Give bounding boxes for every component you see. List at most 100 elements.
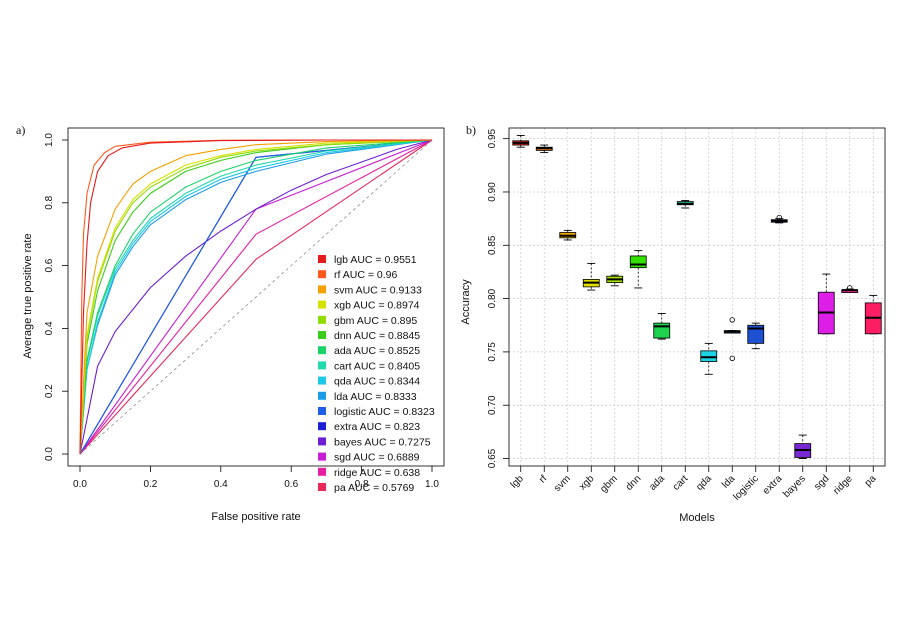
box-ada bbox=[653, 313, 671, 340]
legend-swatch-dnn bbox=[318, 331, 326, 339]
boxplot-x-tick-label-ada: ada bbox=[647, 473, 667, 493]
box-dnn bbox=[629, 250, 647, 289]
roc-y-tick-label: 0.6 bbox=[44, 258, 55, 272]
roc-curve-qda bbox=[79, 139, 433, 455]
legend-swatch-sgd bbox=[318, 452, 326, 461]
roc-x-tick-label: 0.2 bbox=[143, 479, 157, 490]
box-outlier-point bbox=[847, 285, 853, 291]
legend-label-logistic: logistic AUC = 0.8323 bbox=[334, 406, 435, 418]
boxplot-x-tick-label-bayes: bayes bbox=[781, 473, 808, 500]
roc-y-tick-label: 0.2 bbox=[44, 384, 55, 398]
box-outlier-point bbox=[729, 317, 735, 323]
roc-x-axis-title: False positive rate bbox=[211, 511, 300, 523]
roc-x-tick-label: 0.0 bbox=[73, 479, 87, 490]
boxplot-y-axis-title: Accuracy bbox=[460, 279, 472, 325]
boxplot-x-tick-label-dnn: dnn bbox=[624, 473, 644, 493]
roc-x-tick-label: 0.8 bbox=[355, 479, 369, 490]
legend-label-lda: lda AUC = 0.8333 bbox=[334, 391, 417, 403]
boxplot-x-tick-label-qda: qda bbox=[694, 473, 714, 493]
box-extra bbox=[770, 214, 788, 224]
box-pa bbox=[864, 294, 882, 335]
boxplot-x-tick-label-pa: pa bbox=[863, 473, 879, 489]
roc-curve-ridge bbox=[79, 139, 433, 455]
box-logistic bbox=[747, 322, 765, 350]
boxplot-x-tick-label-ridge: ridge bbox=[831, 473, 855, 497]
roc-legend: lgb AUC = 0.9551 rf AUC = 0.96 svm AUC = 0… bbox=[318, 254, 435, 494]
legend-label-dnn: dnn AUC = 0.8845 bbox=[334, 330, 420, 342]
roc-curve-cart bbox=[79, 139, 433, 455]
box-lda bbox=[723, 317, 741, 362]
legend-label-lgb: lgb AUC = 0.9551 bbox=[334, 254, 417, 266]
box-cart bbox=[676, 200, 694, 209]
boxplot-x-tick-label-gbm: gbm bbox=[598, 473, 620, 495]
boxplot-x-tick-label-logistic: logistic bbox=[731, 473, 760, 502]
panel-a-label: a) bbox=[16, 123, 25, 137]
chance-diagonal-line bbox=[79, 139, 433, 455]
boxplot-x-tick-label-rf: rf bbox=[537, 473, 549, 485]
legend-label-ridge: ridge AUC = 0.638 bbox=[334, 467, 420, 479]
accuracy-boxplot-panel: b) 0.65 0.70 0.75 0.80 0.85 0.90 0.95 lgb rf svm x… bbox=[460, 123, 886, 524]
legend-label-xgb: xgb AUC = 0.8974 bbox=[334, 300, 420, 312]
roc-y-tick-label: 0.4 bbox=[44, 321, 55, 335]
box-sgd bbox=[817, 273, 835, 335]
roc-curve-svm bbox=[79, 139, 433, 455]
legend-swatch-rf bbox=[318, 270, 326, 279]
legend-swatch-svm bbox=[318, 285, 326, 294]
legend-swatch-ridge bbox=[318, 467, 326, 476]
box-lgb bbox=[512, 135, 530, 148]
legend-label-svm: svm AUC = 0.9133 bbox=[334, 284, 422, 296]
roc-curve-ada bbox=[79, 139, 433, 455]
boxplot-x-tick-label-svm: svm bbox=[552, 473, 573, 494]
legend-swatch-xgb bbox=[318, 300, 326, 309]
boxplot-y-tick-label: 0.80 bbox=[487, 288, 498, 308]
legend-label-qda: qda AUC = 0.8344 bbox=[334, 376, 420, 388]
boxplot-x-tick-label-xgb: xgb bbox=[577, 473, 596, 492]
roc-x-tick-label: 0.4 bbox=[214, 479, 228, 490]
legend-swatch-cart bbox=[318, 361, 326, 370]
boxplot-frame bbox=[508, 127, 886, 467]
box-outlier-point bbox=[776, 214, 782, 221]
boxplot-x-tick-label-sgd: sgd bbox=[812, 473, 831, 492]
box-iqr-rect bbox=[629, 255, 647, 269]
box-outlier-point bbox=[729, 355, 735, 362]
legend-swatch-pa bbox=[318, 483, 326, 491]
roc-x-tick-label: 0.6 bbox=[284, 479, 298, 490]
roc-panel: a) 0.0 0.2 0.4 0.6 0.8 1.00.00.20.40.60.81.0 … bbox=[16, 123, 445, 523]
roc-y-tick-label: 1.0 bbox=[44, 133, 55, 147]
roc-plot-frame bbox=[67, 127, 445, 467]
legend-swatch-qda bbox=[318, 376, 326, 385]
legend-label-ada: ada AUC = 0.8525 bbox=[334, 345, 420, 357]
boxplot-x-tick-label-lda: lda bbox=[720, 473, 738, 491]
roc-y-axis-title: Average true positive rate bbox=[22, 233, 34, 358]
legend-swatch-lda bbox=[318, 391, 326, 400]
roc-curve-xgb bbox=[79, 139, 433, 455]
boxplot-plot-area: 0.65 0.70 0.75 0.80 0.85 0.90 0.95 lgb rf svm xgb g… bbox=[487, 127, 886, 503]
box-ridge bbox=[841, 285, 859, 293]
legend-label-pa: pa AUC = 0.5769 bbox=[334, 482, 414, 494]
roc-curve-dnn bbox=[79, 139, 433, 455]
roc-curve-bayes bbox=[79, 139, 433, 455]
boxplot-x-axis-title: Models bbox=[679, 512, 715, 524]
roc-y-tick-label: 0.8 bbox=[44, 195, 55, 209]
legend-label-cart: cart AUC = 0.8405 bbox=[334, 360, 420, 372]
roc-x-tick-label: 1.0 bbox=[425, 479, 439, 490]
legend-swatch-logistic bbox=[318, 407, 326, 415]
boxplot-y-tick-label: 0.90 bbox=[487, 182, 498, 202]
roc-plot-area: 0.0 0.2 0.4 0.6 0.8 1.0 0.0 0.2 0.4 0.6 0.8 1.0 bbox=[44, 127, 445, 490]
box-bayes bbox=[794, 434, 812, 459]
legend-label-sgd: sgd AUC = 0.6889 bbox=[334, 452, 420, 464]
box-rf bbox=[535, 144, 553, 153]
boxplot-y-tick-label: 0.95 bbox=[487, 128, 498, 148]
legend-label-rf: rf AUC = 0.96 bbox=[334, 269, 397, 281]
roc-curve-gbm bbox=[79, 139, 433, 455]
box-iqr-rect bbox=[700, 350, 718, 362]
box-gbm bbox=[606, 274, 624, 287]
boxplot-y-tick-label: 0.85 bbox=[487, 235, 498, 255]
legend-swatch-gbm bbox=[318, 315, 326, 324]
legend-swatch-extra bbox=[318, 422, 326, 431]
legend-swatch-lgb bbox=[318, 255, 326, 263]
legend-swatch-ada bbox=[318, 346, 326, 355]
legend-swatch-bayes bbox=[318, 437, 326, 446]
box-svm bbox=[559, 229, 577, 241]
legend-label-extra: extra AUC = 0.823 bbox=[334, 421, 420, 433]
